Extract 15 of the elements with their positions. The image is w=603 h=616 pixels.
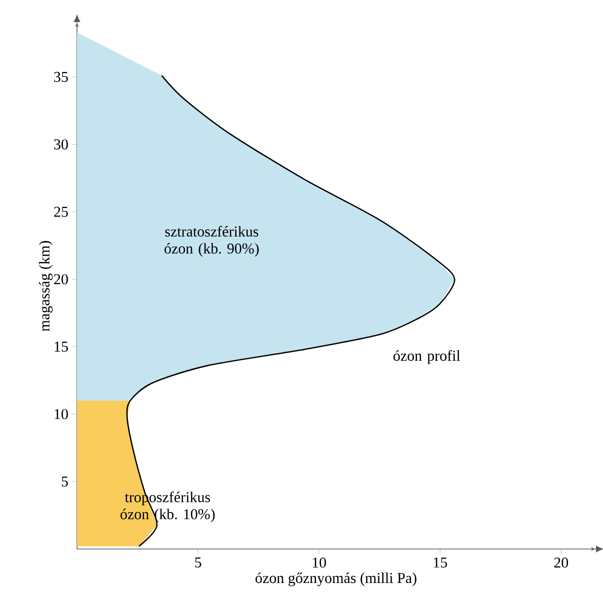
- y-tick-label: 15: [54, 342, 68, 352]
- y-tick-label: 20: [54, 274, 68, 284]
- x-tick-label: 20: [554, 558, 568, 568]
- y-tick-label: 30: [54, 139, 68, 150]
- x-axis-title: ózon gőznyomás (milli Pa): [256, 572, 416, 586]
- x-tick-label: 10: [312, 558, 326, 568]
- x-tick-label: 5: [195, 558, 202, 568]
- y-tick-label: 25: [54, 206, 68, 217]
- y-tick-label: 5: [62, 476, 68, 487]
- annotation: sztratoszférikus ózon (kb. 90%): [164, 226, 259, 257]
- y-tick-label: 35: [54, 72, 68, 82]
- annotation: ózon profil: [393, 350, 460, 364]
- x-tick-label: 15: [434, 558, 448, 568]
- y-axis-title: magasság (km): [38, 241, 53, 332]
- y-tick-label: 10: [54, 409, 68, 420]
